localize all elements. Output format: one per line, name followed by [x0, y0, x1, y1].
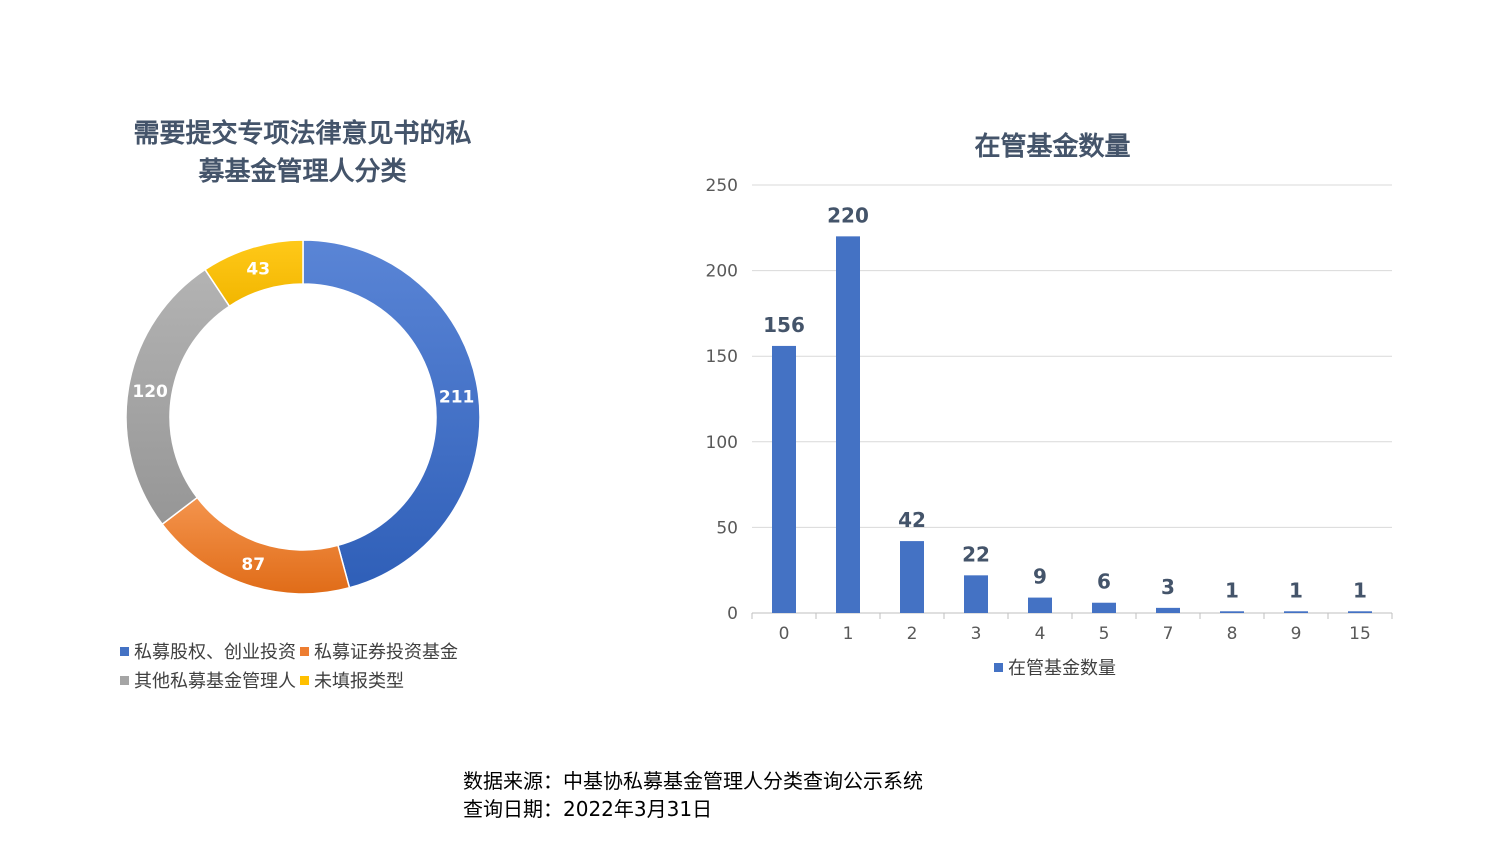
- bar-legend: 在管基金数量: [994, 654, 1116, 680]
- donut-legend-swatch-3: [300, 676, 309, 685]
- donut-legend-item-0: 私募股权、创业投资: [120, 638, 296, 667]
- donut-data-label-2: 120: [132, 382, 168, 402]
- donut-legend-item-3: 未填报类型: [300, 667, 404, 696]
- donut-legend-label-2: 其他私募基金管理人: [134, 671, 296, 692]
- bar-9: [1348, 611, 1372, 613]
- bar-data-label-5: 6: [1097, 570, 1111, 594]
- donut-slice-0: [302, 239, 481, 589]
- y-tick-label-1: 50: [716, 518, 738, 538]
- bar-data-label-6: 3: [1161, 575, 1175, 599]
- y-tick-label-3: 150: [706, 347, 738, 367]
- bar-data-label-9: 1: [1353, 578, 1367, 602]
- bar-5: [1092, 602, 1116, 613]
- donut-legend-label-0: 私募股权、创业投资: [134, 642, 296, 663]
- bar-3: [964, 575, 988, 613]
- donut-legend-item-1: 私募证券投资基金: [300, 638, 458, 667]
- donut-legend-swatch-2: [120, 676, 129, 685]
- donut-slice-3: [204, 239, 304, 308]
- x-tick-label-5: 5: [1099, 624, 1110, 644]
- bar-data-label-8: 1: [1289, 578, 1303, 602]
- x-tick-label-1: 1: [843, 624, 854, 644]
- bar-chart-title: 在管基金数量: [974, 132, 1131, 162]
- footnote: 数据来源：中基协私募基金管理人分类查询公示系统 查询日期：2022年3月31日: [463, 767, 923, 823]
- x-tick-label-8: 9: [1291, 624, 1302, 644]
- bar-data-label-0: 156: [763, 313, 805, 337]
- bar-data-label-3: 22: [962, 542, 990, 566]
- donut-chart: 211 87 120 43: [125, 239, 481, 595]
- donut-data-label-0: 211: [439, 387, 475, 407]
- bar-2: [900, 541, 924, 613]
- donut-title-line1: 需要提交专项法律意见书的私: [133, 119, 472, 149]
- bar-4: [1028, 597, 1052, 613]
- bar-6: [1156, 607, 1180, 613]
- x-tick-label-6: 7: [1163, 624, 1174, 644]
- y-tick-label-2: 100: [706, 433, 738, 453]
- bar-legend-label: 在管基金数量: [1008, 658, 1116, 679]
- donut-legend-item-2: 其他私募基金管理人: [120, 667, 296, 696]
- bar-data-label-2: 42: [898, 508, 926, 532]
- query-date: 查询日期：2022年3月31日: [463, 797, 713, 821]
- donut-slice-1: [161, 496, 351, 595]
- x-tick-label-0: 0: [779, 624, 790, 644]
- donut-data-label-3: 43: [246, 260, 270, 280]
- x-tick-label-4: 4: [1035, 624, 1046, 644]
- y-tick-label-5: 250: [706, 176, 738, 196]
- bar-7: [1220, 611, 1244, 613]
- donut-title-line2: 募基金管理人分类: [198, 157, 407, 187]
- bar-1: [836, 236, 860, 614]
- donut-chart-title: 需要提交专项法律意见书的私 募基金管理人分类: [100, 115, 505, 191]
- donut-legend-swatch-1: [300, 647, 309, 656]
- donut-legend: 私募股权、创业投资 私募证券投资基金 其他私募基金管理人 未填报类型: [120, 638, 500, 696]
- x-tick-label-3: 3: [971, 624, 982, 644]
- x-tick-label-9: 15: [1349, 624, 1371, 644]
- bar-data-label-4: 9: [1033, 565, 1047, 589]
- y-tick-label-4: 200: [706, 262, 738, 282]
- donut-legend-label-3: 未填报类型: [314, 671, 404, 692]
- bar-0: [772, 345, 796, 613]
- bar-data-label-7: 1: [1225, 578, 1239, 602]
- bar-chart: 0501001502002501560220142222394653718191…: [706, 176, 1393, 644]
- x-tick-label-7: 8: [1227, 624, 1238, 644]
- donut-legend-label-1: 私募证券投资基金: [314, 642, 458, 663]
- donut-data-label-1: 87: [241, 555, 265, 575]
- bar-data-label-1: 220: [827, 203, 869, 227]
- donut-legend-swatch-0: [120, 647, 129, 656]
- y-tick-label-0: 0: [727, 604, 738, 624]
- bar-8: [1284, 611, 1308, 613]
- x-tick-label-2: 2: [907, 624, 918, 644]
- data-source: 数据来源：中基协私募基金管理人分类查询公示系统: [463, 769, 923, 793]
- bar-legend-swatch: [994, 663, 1003, 672]
